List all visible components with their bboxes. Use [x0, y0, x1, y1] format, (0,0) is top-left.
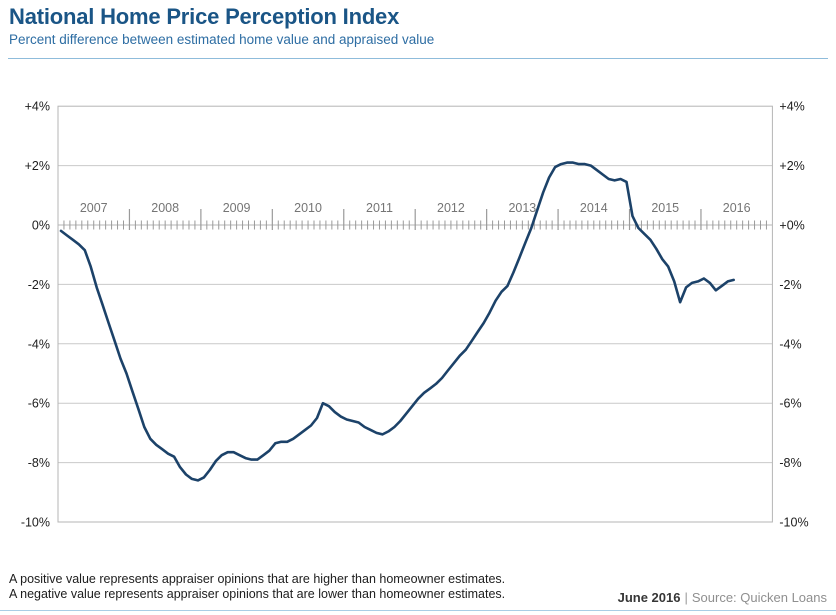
header-divider [8, 58, 828, 59]
y-axis-label-right: +2% [779, 159, 804, 173]
bottom-divider [0, 610, 836, 611]
x-axis-year-label: 2013 [508, 201, 536, 215]
y-axis-label-right: -4% [779, 337, 801, 351]
y-axis-label-left: +4% [25, 100, 50, 114]
attribution-separator: | [684, 590, 688, 605]
footnote-negative: A negative value represents appraiser op… [9, 587, 506, 601]
y-axis-label-left: -10% [21, 516, 50, 530]
y-axis-label-left: -4% [28, 337, 50, 351]
y-axis-label-right: -10% [779, 516, 808, 530]
page-title: National Home Price Perception Index [9, 4, 400, 29]
attribution: June 2016 | Source: Quicken Loans [618, 590, 827, 605]
y-axis-label-left: -8% [28, 456, 50, 470]
x-axis-year-label: 2015 [651, 201, 679, 215]
y-axis-label-left: -2% [28, 278, 50, 292]
page-subtitle: Percent difference between estimated hom… [9, 32, 435, 47]
x-axis-year-label: 2011 [366, 201, 393, 215]
x-axis-year-label: 2012 [437, 201, 465, 215]
attribution-source: Source: Quicken Loans [691, 590, 827, 605]
y-axis-label-right: +0% [779, 219, 804, 233]
y-axis-label-right: -6% [779, 397, 801, 411]
x-axis-year-label: 2016 [723, 201, 751, 215]
y-axis-label-left: +2% [25, 159, 50, 173]
y-axis-label-right: +4% [779, 100, 804, 114]
hppi-data-line [59, 161, 736, 482]
x-axis-year-label: 2014 [580, 201, 608, 215]
y-axis-label-right: -8% [779, 456, 801, 470]
x-axis-year-label: 2007 [80, 201, 108, 215]
x-axis-year-label: 2009 [223, 201, 251, 215]
y-axis-label-left: -6% [28, 397, 50, 411]
x-axis-year-label: 2010 [294, 201, 322, 215]
y-axis-label-right: -2% [779, 278, 801, 292]
attribution-date: June 2016 [617, 590, 681, 605]
plot-border [57, 105, 773, 523]
x-axis-year-label: 2008 [151, 201, 179, 215]
footnote-positive: A positive value represents appraiser op… [9, 572, 506, 586]
y-axis-label-left: 0% [32, 219, 50, 233]
